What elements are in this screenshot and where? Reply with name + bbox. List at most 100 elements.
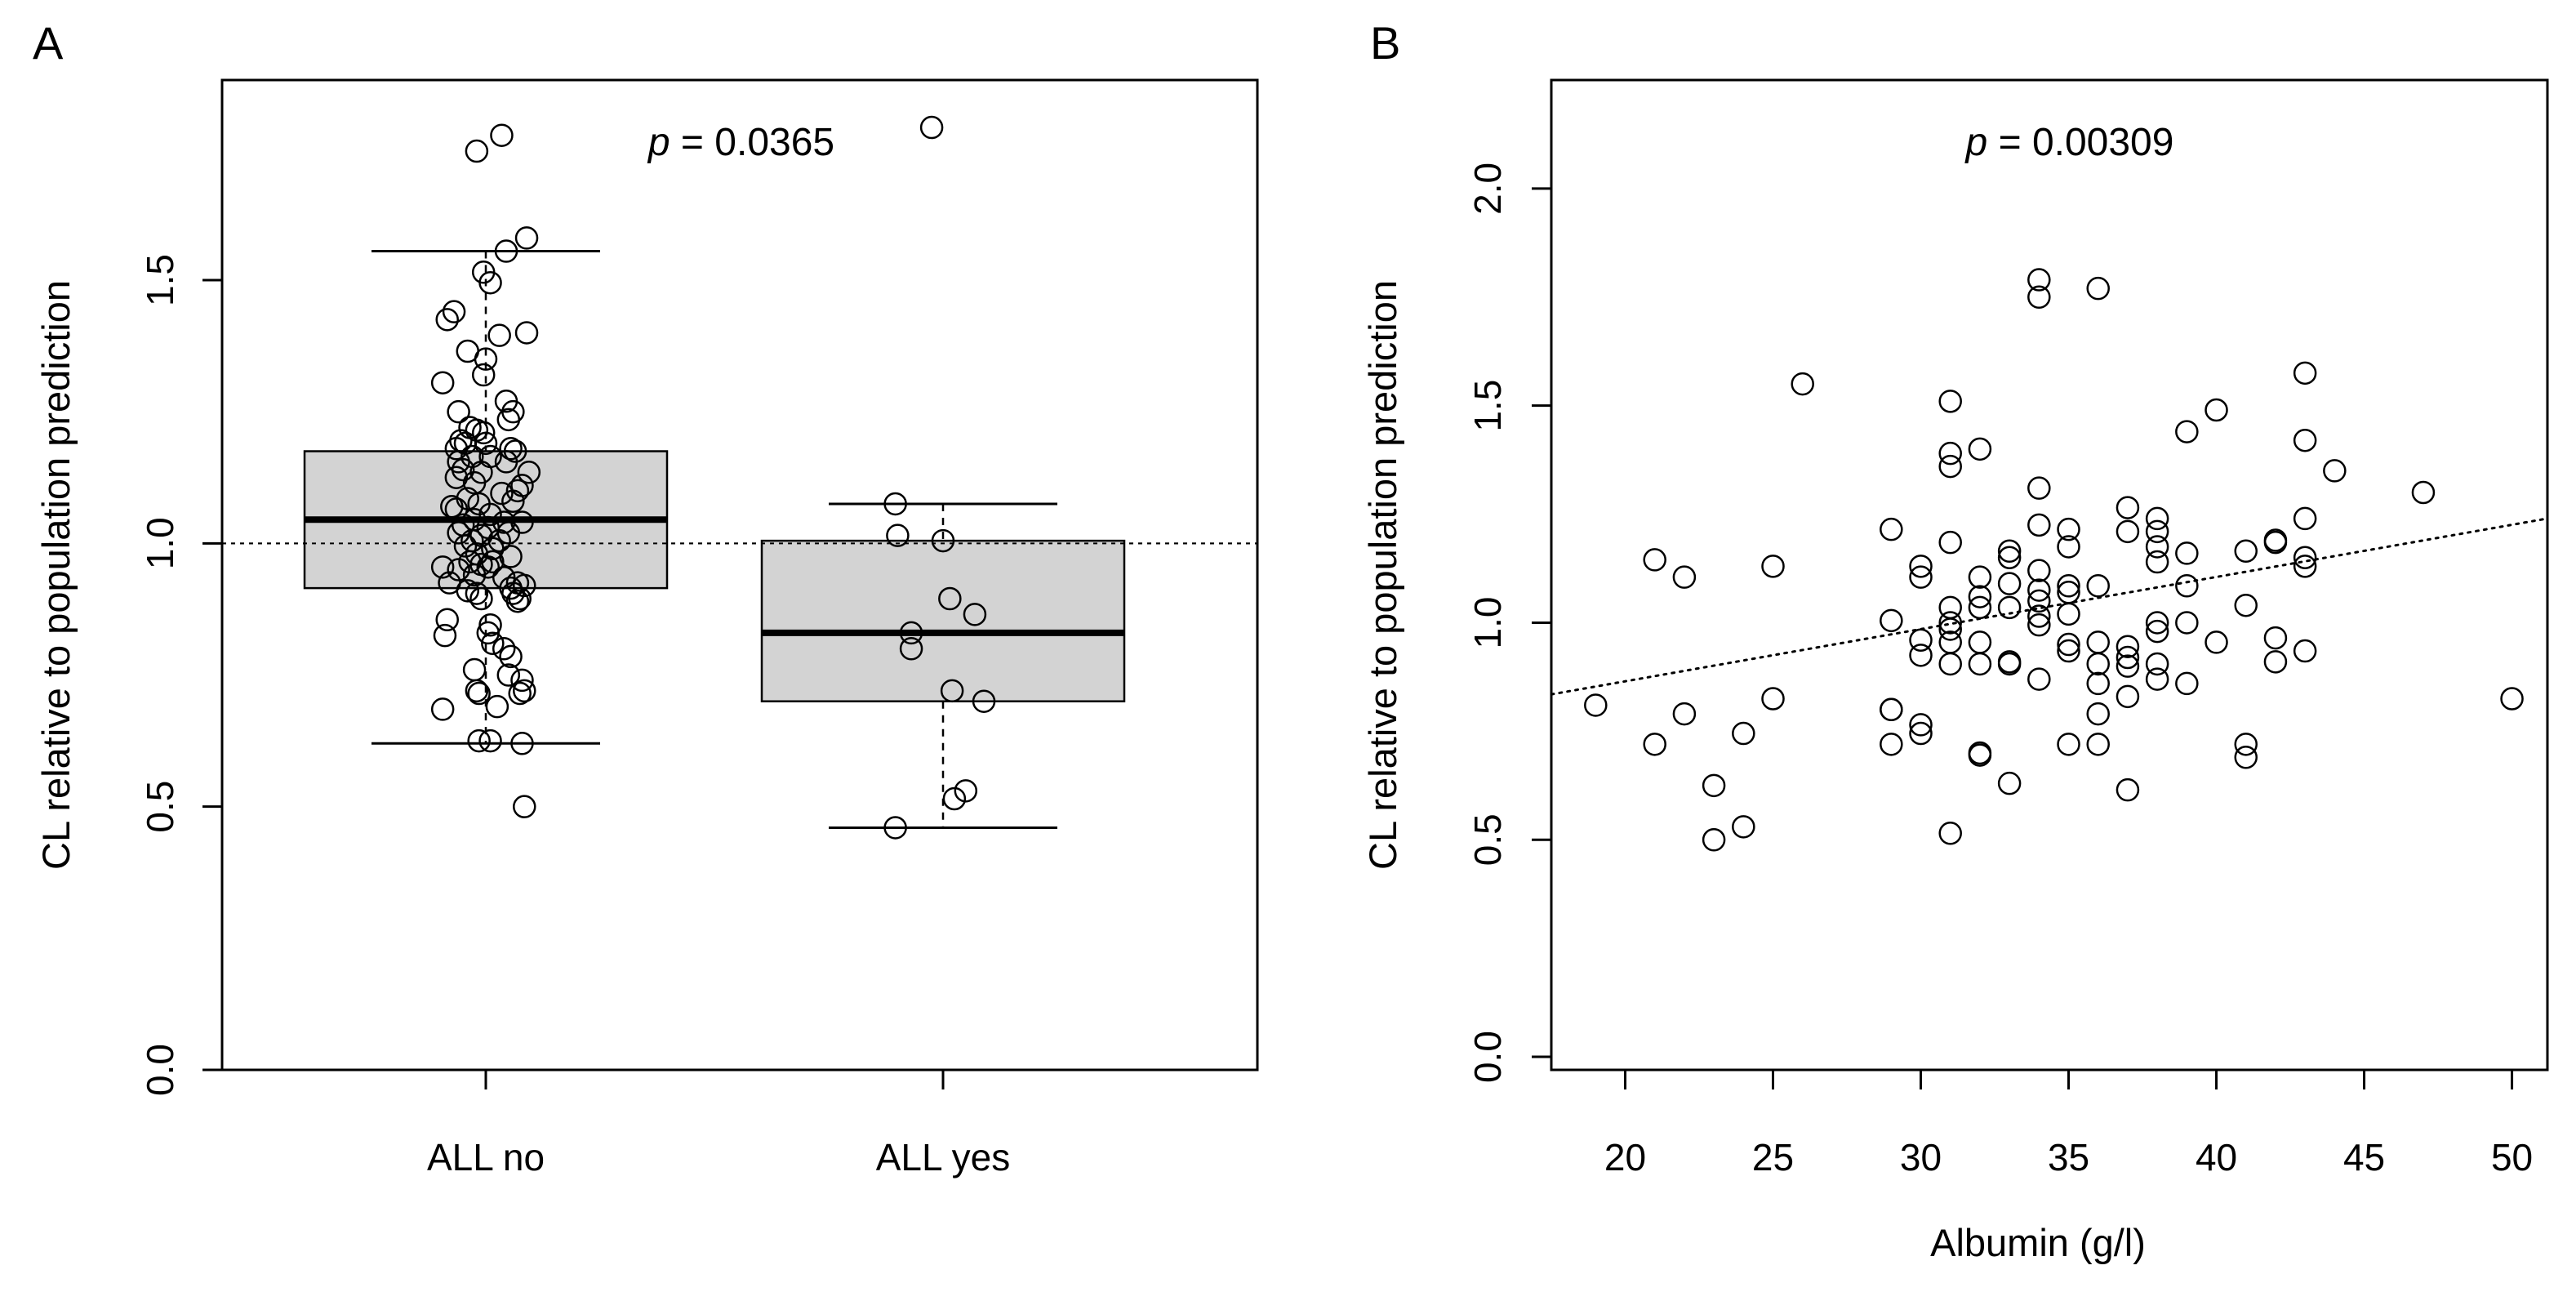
x-tick-label: 45 (2343, 1136, 2385, 1178)
y-tick-label: 0.5 (1466, 813, 1509, 866)
y-tick-label: 0.0 (1466, 1031, 1509, 1083)
data-point (1909, 721, 1933, 746)
data-point (430, 371, 455, 394)
data-point (1909, 565, 1933, 589)
panel-a-x-axis: ALL no ALL yes (427, 1068, 1010, 1178)
data-point (1938, 652, 1962, 676)
panel-a-letter: A (33, 17, 64, 69)
data-point (2175, 541, 2199, 565)
data-point (2086, 671, 2110, 696)
data-point (2057, 733, 2080, 756)
data-point (2116, 684, 2140, 709)
data-point (1968, 437, 1992, 461)
data-point (1643, 548, 1666, 572)
data-point (1791, 372, 1814, 396)
y-tick-label: 2.0 (1466, 163, 1509, 215)
x-tick-label: ALL no (427, 1136, 545, 1178)
data-point (1997, 546, 2022, 569)
data-point (447, 521, 470, 545)
data-point (2027, 513, 2051, 537)
data-point (2263, 650, 2288, 674)
panel-b-p-value: p = 0.00309 (1964, 121, 2174, 164)
data-point (2027, 667, 2051, 691)
data-point (2086, 574, 2110, 598)
data-point (496, 663, 521, 687)
data-point (1702, 773, 1726, 798)
data-point (2145, 535, 2169, 559)
data-point (2027, 285, 2051, 310)
data-point (469, 586, 493, 611)
data-point (1938, 390, 1962, 413)
data-point (2145, 611, 2169, 635)
panel-b-plot-area (1550, 268, 2549, 852)
data-point (883, 816, 907, 840)
data-point (513, 795, 536, 818)
x-tick-label: 20 (1604, 1136, 1646, 1178)
data-point (513, 573, 536, 598)
data-point (2145, 652, 2169, 676)
data-point (1968, 565, 1992, 589)
data-point (942, 786, 967, 811)
y-tick-label: 1.0 (139, 517, 181, 569)
data-point (430, 555, 455, 579)
data-point (1997, 595, 2022, 620)
data-point (476, 621, 501, 645)
data-point (1909, 555, 1933, 578)
data-point (1880, 608, 1903, 633)
data-point (2116, 654, 2140, 678)
data-point (2175, 574, 2199, 598)
y-tick-label: 1.0 (1466, 596, 1509, 648)
data-point (444, 466, 469, 489)
data-point (499, 545, 523, 568)
data-point (2234, 746, 2258, 769)
data-point (447, 399, 470, 424)
data-point (447, 558, 470, 581)
data-point (465, 679, 489, 703)
data-point (2205, 398, 2228, 422)
data-point (471, 363, 496, 387)
data-point (2057, 639, 2080, 663)
data-point (2205, 630, 2228, 654)
panel-a-y-axis: 0.0 0.5 1.0 1.5 (139, 254, 224, 1096)
data-point (474, 347, 498, 371)
data-point (2116, 645, 2140, 670)
data-point (485, 694, 509, 719)
data-point (2116, 519, 2140, 544)
data-point (2175, 671, 2199, 696)
data-point (1997, 771, 2022, 795)
data-point (433, 623, 457, 648)
data-point (2086, 733, 2110, 756)
data-point (490, 123, 514, 147)
data-point (496, 408, 521, 432)
data-point (471, 421, 496, 445)
data-point (2116, 777, 2140, 802)
data-point (499, 644, 523, 669)
data-point (494, 450, 518, 474)
data-point (458, 550, 482, 574)
x-tick-label: 30 (1900, 1136, 1942, 1178)
panel-b-x-axis: 20 25 30 35 40 45 50 (1604, 1068, 2533, 1178)
panel-b-x-axis-label: Albumin (g/l) (1930, 1221, 2146, 1264)
data-point (2027, 613, 2051, 637)
panel-b-letter: B (1370, 17, 1400, 69)
box-all-yes (760, 502, 1126, 829)
data-point (2175, 420, 2199, 443)
data-point (2057, 535, 2080, 559)
panel-b-scatter: B p = 0.00309 0.0 0.5 1.0 1.5 2.0 20 25 30 35 40… (1361, 17, 2549, 1264)
data-point (883, 492, 907, 516)
data-point (2027, 559, 2051, 582)
data-point (2234, 593, 2258, 617)
data-point (510, 732, 534, 755)
data-point (2027, 578, 2051, 602)
data-point (501, 489, 525, 513)
panel-a-p-value: p = 0.0365 (647, 121, 834, 164)
data-point (1909, 713, 1933, 737)
y-tick-label: 0.0 (139, 1044, 181, 1096)
data-point (2086, 276, 2110, 301)
data-point (476, 555, 501, 579)
data-point (492, 637, 516, 661)
data-point (496, 521, 521, 545)
data-point (487, 528, 511, 553)
data-point (1938, 441, 1962, 466)
data-point (1997, 539, 2022, 564)
